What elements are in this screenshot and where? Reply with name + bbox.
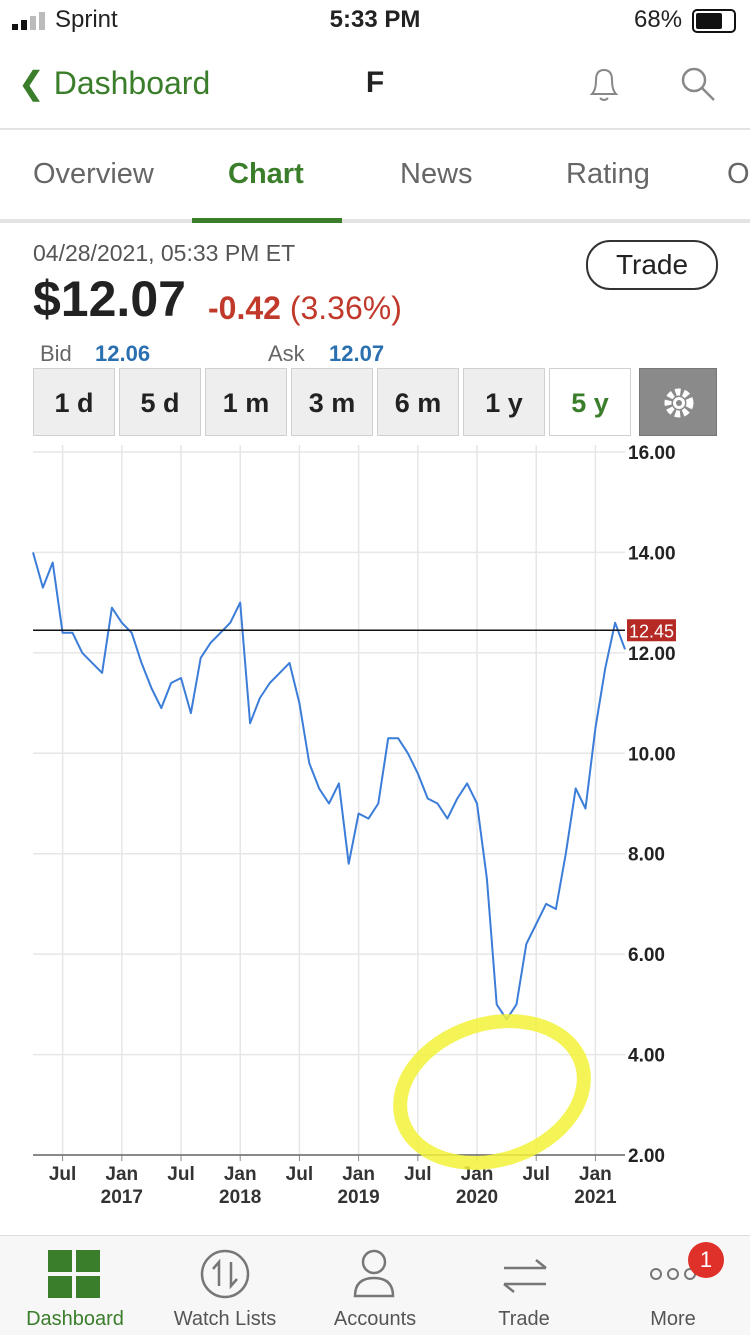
- search-icon[interactable]: [678, 64, 718, 104]
- x-tick-label: Jan 2019: [337, 1164, 379, 1208]
- tab[interactable]: Rating: [566, 158, 650, 190]
- range-button[interactable]: 1 d: [33, 368, 115, 436]
- bid: 12.06: [95, 341, 151, 366]
- range-button[interactable]: 1 m: [205, 368, 287, 436]
- x-tick-label: Jan 2017: [101, 1164, 143, 1208]
- change-pct: (3.36%): [289, 290, 402, 326]
- watchlist-icon[interactable]: [199, 1248, 251, 1300]
- y-tick-label: 8.00: [628, 845, 665, 866]
- y-tick-label: 12.00: [628, 644, 676, 665]
- range-button[interactable]: 6 m: [377, 368, 459, 436]
- change-value: -0.42: [208, 290, 281, 326]
- back-label[interactable]: Dashboard: [53, 65, 211, 101]
- back-button[interactable]: ❮ Dashboard: [18, 65, 211, 101]
- badge: 1: [688, 1242, 724, 1278]
- battery-pct: 68%: [634, 6, 683, 33]
- ask: 12.07: [329, 341, 385, 366]
- carrier: Sprint: [55, 6, 118, 33]
- range-button[interactable]: 1 y: [463, 368, 545, 436]
- trade-icon[interactable]: [500, 1256, 550, 1296]
- tab-rule: [0, 219, 750, 223]
- bid-label: Bid: [40, 341, 72, 366]
- nav-item[interactable]: More: [650, 1308, 696, 1330]
- range-button[interactable]: 5 y: [549, 368, 631, 436]
- accounts-icon[interactable]: [352, 1248, 396, 1300]
- y-tick-label: 4.00: [628, 1046, 665, 1067]
- price-line: [32, 552, 626, 1021]
- x-tick-label: Jul: [49, 1164, 76, 1185]
- range-button[interactable]: 3 m: [291, 368, 373, 436]
- price: $12.07: [33, 271, 186, 327]
- x-tick-label: Jan 2018: [219, 1164, 261, 1208]
- trade-button[interactable]: Trade: [586, 240, 718, 290]
- nav-item[interactable]: Trade: [498, 1308, 550, 1330]
- settings-button[interactable]: [639, 368, 717, 436]
- nav-item[interactable]: Accounts: [333, 1308, 417, 1330]
- signal-icon: [12, 12, 48, 30]
- dashboard-icon[interactable]: [48, 1250, 102, 1300]
- change: -0.42 (3.36%): [208, 290, 402, 327]
- x-tick-label: Jan 2021: [574, 1164, 617, 1208]
- nav-item[interactable]: Dashboard: [26, 1308, 124, 1330]
- x-tick-label: Jul: [522, 1164, 549, 1185]
- timestamp: 04/28/2021, 05:33 PM ET: [33, 240, 296, 266]
- reference-label: 12.45: [629, 621, 674, 641]
- reference-tag: [627, 619, 676, 642]
- tab-active[interactable]: Chart: [228, 158, 304, 190]
- y-tick-label: 14.00: [628, 543, 676, 564]
- y-tick-label: 2.00: [628, 1146, 665, 1167]
- bell-icon[interactable]: [584, 64, 624, 104]
- x-tick-label: Jul: [286, 1164, 313, 1185]
- y-tick-label: 16.00: [628, 443, 676, 464]
- clock: 5:33 PM: [329, 6, 421, 33]
- range-button[interactable]: 5 d: [119, 368, 201, 436]
- y-tick-label: 6.00: [628, 945, 665, 966]
- y-tick-label: 10.00: [628, 744, 676, 765]
- x-tick-label: Jul: [404, 1164, 431, 1185]
- divider: [0, 128, 750, 130]
- ask-label: Ask: [268, 341, 305, 366]
- tab-indicator: [192, 218, 342, 223]
- x-tick-label: Jul: [167, 1164, 194, 1185]
- symbol: F: [365, 66, 385, 99]
- tab[interactable]: O: [727, 158, 750, 190]
- tab[interactable]: Overview: [33, 158, 154, 190]
- highlight-annotation: [393, 1014, 591, 1170]
- battery-icon: [692, 9, 736, 33]
- tab[interactable]: News: [400, 158, 473, 190]
- x-tick-label: Jan 2020: [456, 1164, 498, 1208]
- nav-item[interactable]: Watch Lists: [173, 1308, 277, 1330]
